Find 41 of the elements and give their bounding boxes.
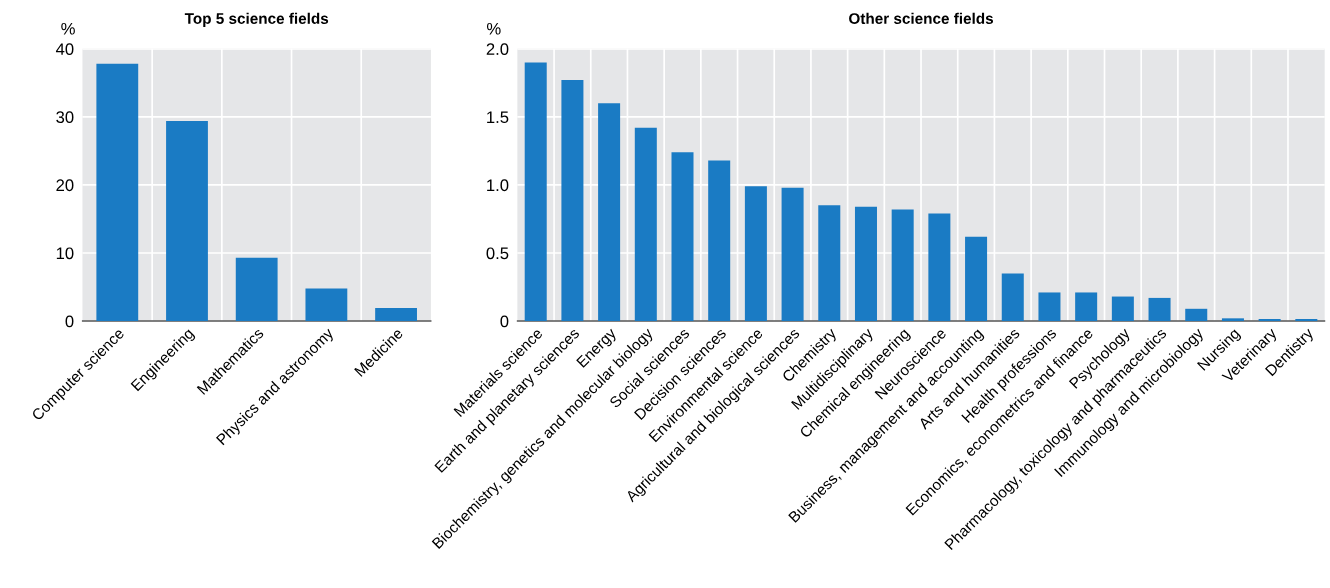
y-tick-label: 0 — [500, 315, 509, 328]
bar — [1148, 297, 1171, 322]
bar — [1221, 318, 1244, 322]
y-tick-label: 20 — [56, 179, 74, 192]
bar — [818, 205, 841, 322]
bar — [671, 152, 694, 322]
bar — [1075, 292, 1098, 322]
bar — [96, 63, 139, 322]
bar — [375, 308, 417, 322]
bar — [561, 80, 584, 322]
bar — [166, 120, 208, 322]
bar — [235, 257, 278, 322]
bar — [634, 127, 657, 322]
bar — [305, 288, 348, 322]
y-tick-label: 1.5 — [487, 111, 509, 124]
bar — [1295, 319, 1318, 322]
bar — [854, 206, 877, 322]
bar — [781, 187, 804, 322]
bar — [1111, 296, 1134, 322]
y-tick-label: 0 — [65, 315, 74, 328]
chart-title: Other science fields — [849, 12, 993, 24]
bar — [1001, 273, 1024, 322]
chart-title: Top 5 science fields — [184, 12, 329, 27]
bar — [524, 62, 547, 322]
bar — [1038, 292, 1061, 322]
y-tick-label: 10 — [56, 247, 74, 260]
y-tick-label: 40 — [55, 43, 74, 56]
bar — [708, 160, 731, 322]
y-tick-label: 1.0 — [487, 179, 509, 192]
bar — [965, 236, 988, 322]
bar — [1185, 308, 1208, 322]
y-tick-label: 0.5 — [486, 247, 509, 260]
y-axis-title: % — [487, 22, 501, 35]
y-tick-label: 2.0 — [486, 43, 509, 56]
y-axis-title: % — [61, 22, 75, 35]
bar — [598, 103, 621, 322]
bar — [1258, 319, 1281, 322]
bar — [928, 213, 951, 322]
bar — [744, 186, 767, 322]
y-tick-label: 30 — [56, 111, 74, 124]
bar — [891, 209, 914, 322]
